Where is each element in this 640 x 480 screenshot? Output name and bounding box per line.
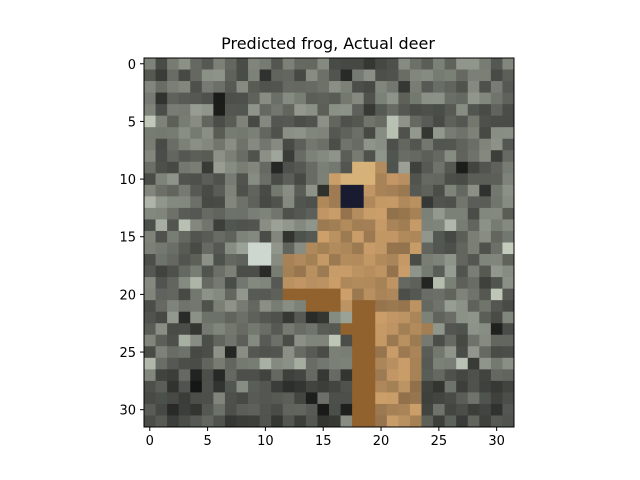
y-tick-label: 15 — [119, 231, 136, 246]
x-tick-label: 5 — [203, 434, 211, 449]
plot-title: Predicted frog, Actual deer — [221, 34, 435, 53]
y-tick-label: 10 — [119, 173, 136, 188]
x-tick-label: 25 — [431, 434, 448, 449]
x-tick-label: 0 — [146, 434, 154, 449]
x-tick-label: 10 — [257, 434, 274, 449]
y-axis: 0 5 10 15 20 25 30 — [119, 58, 144, 419]
y-tick-label: 5 — [128, 115, 136, 130]
y-tick-label: 30 — [119, 404, 136, 419]
x-tick-label: 20 — [373, 434, 390, 449]
y-tick-label: 20 — [119, 288, 136, 303]
x-axis: 0 5 10 15 20 25 30 — [146, 427, 505, 449]
x-tick-label: 30 — [488, 434, 505, 449]
y-tick-label: 0 — [128, 58, 136, 73]
axes-frame — [143, 57, 515, 428]
y-tick-label: 25 — [119, 346, 136, 361]
deer-image — [144, 58, 515, 428]
x-tick-label: 15 — [315, 434, 332, 449]
